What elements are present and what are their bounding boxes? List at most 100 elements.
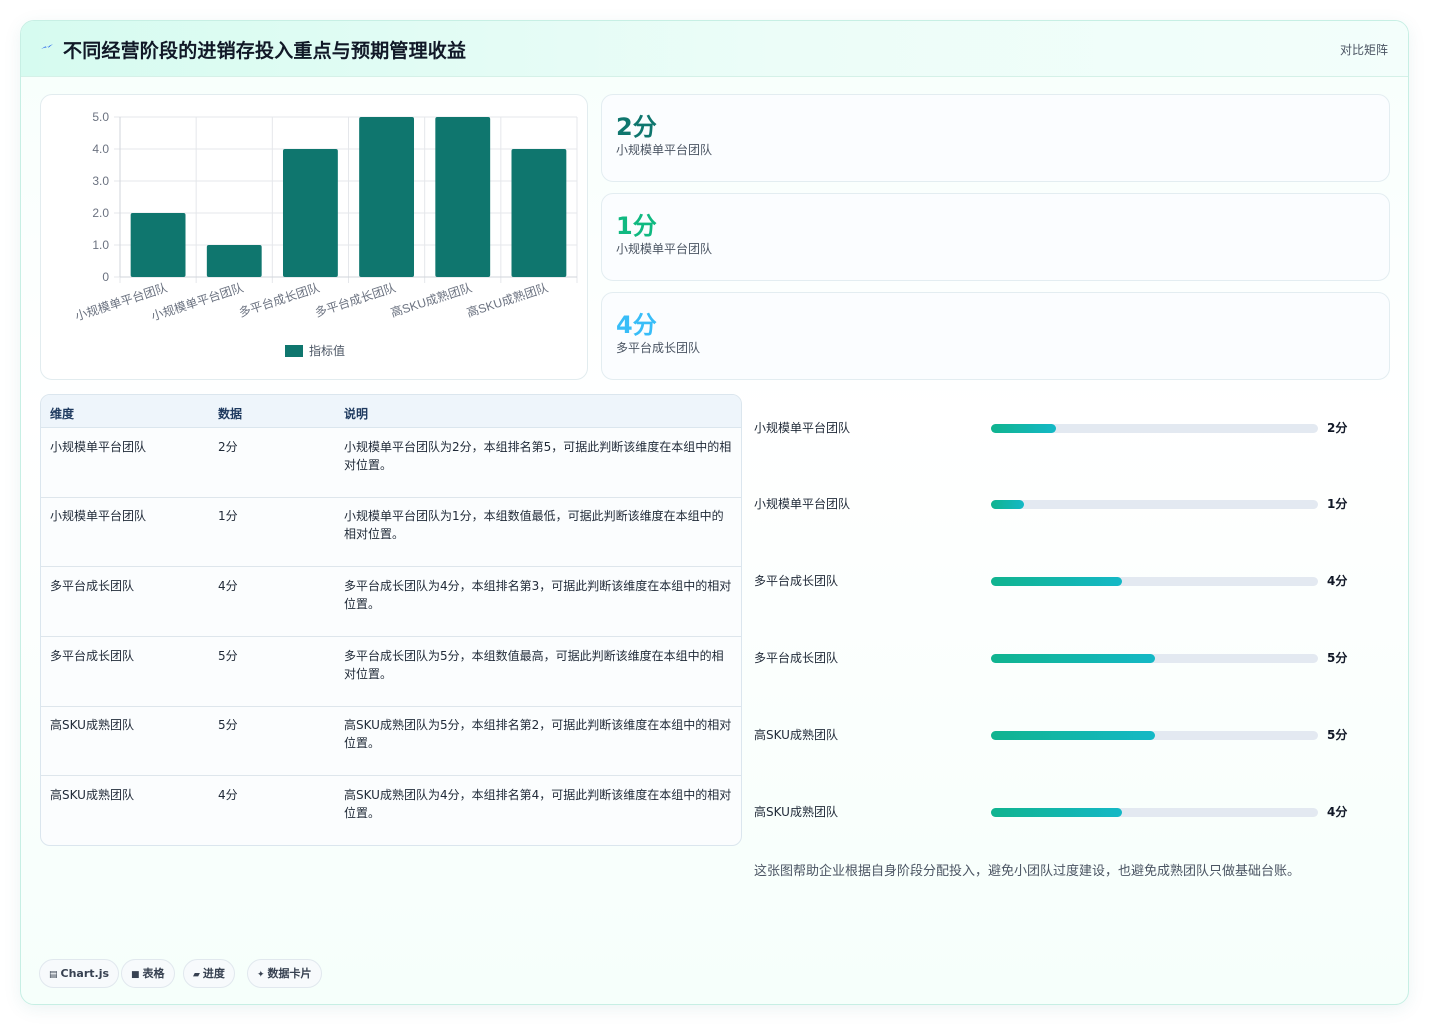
cell-data: 2分	[218, 440, 238, 454]
column-header-data: 数据	[218, 407, 243, 421]
chart-icon: ▤	[49, 970, 58, 980]
x-tick-label: 高SKU成熟团队	[465, 280, 550, 320]
progress-label: 小规模单平台团队	[754, 421, 851, 435]
progress-label: 小规模单平台团队	[754, 497, 851, 511]
legend-swatch	[285, 345, 303, 357]
y-tick-label: 1.0	[92, 238, 109, 252]
dashboard-card: 不同经营阶段的进销存投入重点与预期管理收益 对比矩阵 0 1.0 2.0 3.0 4.0…	[20, 20, 1409, 1005]
cell-dimension: 小规模单平台团队	[50, 440, 147, 454]
x-tick-label: 多平台成长团队	[313, 280, 398, 320]
y-tick-label: 2.0	[92, 206, 109, 220]
progress-row: 多平台成长团队 5分	[754, 649, 1374, 669]
progress-track	[991, 577, 1318, 586]
bar	[359, 117, 415, 277]
x-tick-label: 多平台成长团队	[237, 280, 322, 320]
progress-fill	[991, 577, 1122, 586]
cell-data: 5分	[218, 718, 238, 732]
progress-track	[991, 654, 1318, 663]
progress-row: 高SKU成熟团队 4分	[754, 803, 1374, 823]
bar	[206, 245, 262, 277]
card-header: 不同经营阶段的进销存投入重点与预期管理收益 对比矩阵	[21, 21, 1408, 77]
progress-row: 小规模单平台团队 1分	[754, 495, 1374, 515]
cell-dimension: 多平台成长团队	[50, 649, 135, 663]
page-title: 不同经营阶段的进销存投入重点与预期管理收益	[63, 40, 467, 62]
progress-label: 高SKU成熟团队	[754, 728, 838, 742]
progress-fill	[991, 731, 1155, 740]
progress-row: 小规模单平台团队 2分	[754, 419, 1374, 439]
progress-icon: ▰	[193, 970, 200, 980]
cell-description: 多平台成长团队为5分，本组数值最高，可据此判断该维度在本组中的相对位置。	[344, 649, 724, 681]
cell-dimension: 小规模单平台团队	[50, 509, 147, 523]
data-table: 维度 数据 说明 小规模单平台团队 2分 小规模单平台团队为2分，本组排名第5，…	[40, 394, 742, 846]
y-tick-label: 3.0	[92, 174, 109, 188]
progress-value: 4分	[1327, 805, 1348, 819]
stat-card: 2分 小规模单平台团队	[601, 94, 1390, 182]
progress-track	[991, 808, 1318, 817]
x-tick-label: 高SKU成熟团队	[388, 280, 473, 320]
progress-label: 多平台成长团队	[754, 574, 839, 588]
tag-data-card[interactable]: ✦ 数据卡片	[247, 959, 322, 988]
tag-label: 进度	[202, 967, 225, 980]
progress-track	[991, 424, 1318, 433]
lightning-icon	[41, 44, 53, 49]
cell-data: 4分	[218, 788, 238, 802]
progress-track	[991, 731, 1318, 740]
cell-dimension: 多平台成长团队	[50, 579, 135, 593]
legend-label: 指标值	[309, 343, 345, 358]
tag-label: 表格	[142, 967, 165, 980]
progress-value: 5分	[1327, 728, 1348, 742]
progress-value: 1分	[1327, 497, 1348, 511]
matrix-label: 对比矩阵	[1339, 43, 1388, 57]
cell-data: 1分	[218, 509, 238, 523]
cell-data: 5分	[218, 649, 238, 663]
table-row: 多平台成长团队 4分 多平台成长团队为4分，本组排名第3，可据此判断该维度在本组…	[41, 567, 741, 637]
stat-value: 1分	[616, 212, 657, 240]
cell-description: 小规模单平台团队为1分，本组数值最低，可据此判断该维度在本组中的相对位置。	[344, 509, 724, 541]
stat-label: 多平台成长团队	[616, 341, 701, 355]
tag-label: 数据卡片	[267, 967, 312, 980]
cell-description: 高SKU成熟团队为4分，本组排名第4，可据此判断该维度在本组中的相对位置。	[344, 788, 732, 820]
progress-label: 高SKU成熟团队	[754, 805, 838, 819]
progress-row: 高SKU成熟团队 5分	[754, 726, 1374, 746]
progress-fill	[991, 424, 1057, 433]
table-icon: ■	[131, 970, 140, 980]
stat-label: 小规模单平台团队	[616, 242, 713, 256]
table-row: 小规模单平台团队 1分 小规模单平台团队为1分，本组数值最低，可据此判断该维度在…	[41, 497, 741, 567]
progress-value: 4分	[1327, 574, 1348, 588]
y-tick-label: 4.0	[92, 142, 109, 156]
progress-value: 5分	[1327, 651, 1348, 665]
table-row: 小规模单平台团队 2分 小规模单平台团队为2分，本组排名第5，可据此判断该维度在…	[41, 428, 741, 498]
cell-data: 4分	[218, 579, 238, 593]
y-tick-label: 5.0	[92, 110, 109, 124]
bar-chart: 0 1.0 2.0 3.0 4.0 5.0 小规模单平台团队 小规模单平台团队 多平台成长团队多…	[40, 94, 588, 380]
bar	[282, 149, 338, 277]
progress-fill	[991, 500, 1024, 509]
tag-progress[interactable]: ▰ 进度	[183, 959, 235, 988]
progress-value: 2分	[1327, 421, 1348, 435]
stat-label: 小规模单平台团队	[616, 143, 713, 157]
cell-dimension: 高SKU成熟团队	[50, 718, 134, 732]
bar-chart-svg: 01.02.03.04.05.0小规模单平台团队小规模单平台团队多平台成长团队多…	[73, 110, 578, 358]
column-header-dimension: 维度	[50, 407, 75, 421]
y-tick-label: 0	[102, 270, 109, 284]
column-header-description: 说明	[344, 407, 369, 421]
tag-table[interactable]: ■ 表格	[121, 959, 175, 988]
progress-label: 多平台成长团队	[754, 651, 839, 665]
stat-value: 4分	[616, 311, 657, 339]
cell-dimension: 高SKU成熟团队	[50, 788, 134, 802]
stat-value: 2分	[616, 113, 657, 141]
table-row: 高SKU成熟团队 4分 高SKU成熟团队为4分，本组排名第4，可据此判断该维度在…	[41, 776, 741, 845]
tag-chartjs[interactable]: ▤ Chart.js	[39, 959, 120, 988]
progress-fill	[991, 654, 1155, 663]
table-row: 高SKU成熟团队 5分 高SKU成熟团队为5分，本组排名第2，可据此判断该维度在…	[41, 706, 741, 776]
cell-description: 高SKU成熟团队为5分，本组排名第2，可据此判断该维度在本组中的相对位置。	[344, 718, 732, 750]
table-row: 多平台成长团队 5分 多平台成长团队为5分，本组数值最高，可据此判断该维度在本组…	[41, 637, 741, 707]
table-header: 维度 数据 说明	[41, 395, 741, 428]
card-icon: ✦	[257, 970, 265, 980]
bar	[130, 213, 186, 277]
stat-card: 4分 多平台成长团队	[601, 292, 1390, 380]
bar	[511, 149, 567, 277]
bar	[435, 117, 491, 277]
tag-label: Chart.js	[60, 967, 110, 980]
progress-fill	[991, 808, 1122, 817]
